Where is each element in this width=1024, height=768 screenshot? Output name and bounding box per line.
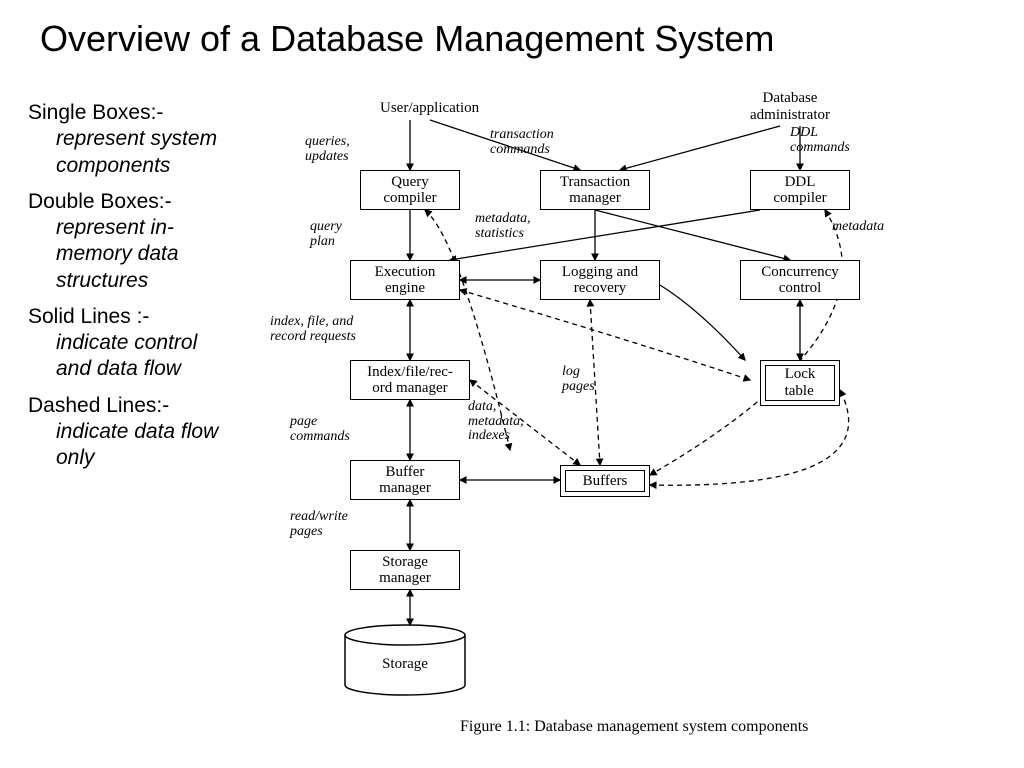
legend-item: Solid Lines :- indicate control and data… <box>28 304 238 383</box>
edge-label: read/writepages <box>290 510 348 539</box>
figure-caption: Figure 1.1: Database management system c… <box>460 718 808 736</box>
actor-label: Databaseadministrator <box>750 90 830 124</box>
node-bufmgr: Buffermanager <box>350 460 460 500</box>
actor-label: User/application <box>380 100 479 117</box>
legend-desc: represent system components <box>28 126 238 179</box>
node-qcomp: Querycompiler <box>360 170 460 210</box>
edge-label: queries,updates <box>305 135 350 164</box>
legend-term: Dashed Lines:- <box>28 394 169 417</box>
legend: Single Boxes:- represent system componen… <box>28 100 238 481</box>
edge-label: logpages <box>562 365 595 394</box>
legend-item: Double Boxes:- represent in-memory data … <box>28 189 238 294</box>
edge-label: pagecommands <box>290 415 350 444</box>
page-title: Overview of a Database Management System <box>40 18 774 60</box>
legend-desc: indicate data flow only <box>28 419 238 472</box>
edge-label: DDLcommands <box>790 126 850 155</box>
legend-desc: represent in-memory data structures <box>28 215 238 294</box>
legend-term: Solid Lines :- <box>28 305 149 328</box>
node-exec: Executionengine <box>350 260 460 300</box>
edge-label: metadata <box>832 220 884 235</box>
node-conc: Concurrencycontrol <box>740 260 860 300</box>
node-idxmgr: Index/file/rec-ord manager <box>350 360 470 400</box>
legend-item: Dashed Lines:- indicate data flow only <box>28 393 238 472</box>
edge-label: metadata,statistics <box>475 212 531 241</box>
legend-term: Single Boxes:- <box>28 101 163 124</box>
edge-label: index, file, andrecord requests <box>270 315 356 344</box>
node-stomgr: Storagemanager <box>350 550 460 590</box>
edge-label: queryplan <box>310 220 342 249</box>
edge-label: data,metadata,indexes <box>468 400 524 444</box>
dbms-diagram: Storage User/application Databaseadministr… <box>250 90 1000 750</box>
legend-desc: indicate control and data flow <box>28 330 238 383</box>
node-ddl: DDLcompiler <box>750 170 850 210</box>
node-txnmgr: Transactionmanager <box>540 170 650 210</box>
legend-term: Double Boxes:- <box>28 190 172 213</box>
node-logrec: Logging andrecovery <box>540 260 660 300</box>
legend-item: Single Boxes:- represent system componen… <box>28 100 238 179</box>
edge-label: transactioncommands <box>490 128 554 157</box>
node-buffers: Buffers <box>560 465 650 497</box>
node-lock: Locktable <box>760 360 840 406</box>
svg-text:Storage: Storage <box>382 656 428 672</box>
